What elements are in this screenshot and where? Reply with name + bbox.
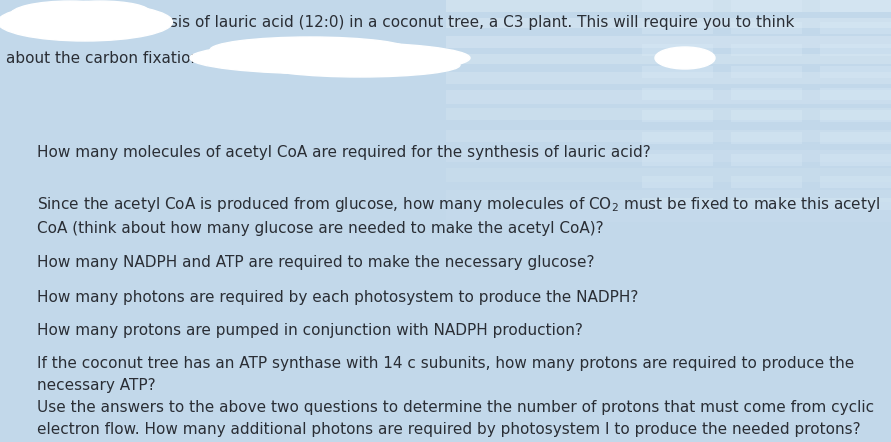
Ellipse shape: [655, 47, 715, 69]
FancyBboxPatch shape: [446, 130, 891, 142]
FancyBboxPatch shape: [731, 198, 802, 210]
FancyBboxPatch shape: [820, 198, 891, 210]
FancyBboxPatch shape: [642, 88, 713, 100]
FancyBboxPatch shape: [731, 88, 802, 100]
FancyBboxPatch shape: [820, 22, 891, 34]
FancyBboxPatch shape: [446, 18, 891, 28]
FancyBboxPatch shape: [446, 150, 891, 162]
FancyBboxPatch shape: [820, 0, 891, 12]
FancyBboxPatch shape: [820, 66, 891, 78]
FancyBboxPatch shape: [446, 108, 891, 120]
FancyBboxPatch shape: [820, 88, 891, 100]
Text: How many NADPH and ATP are required to make the necessary glucose?: How many NADPH and ATP are required to m…: [37, 255, 595, 270]
FancyBboxPatch shape: [820, 44, 891, 56]
Text: about the carbon fixation pathway and fatty acid synthesis.: about the carbon fixation pathway and fa…: [6, 50, 463, 65]
FancyBboxPatch shape: [642, 66, 713, 78]
Ellipse shape: [0, 3, 173, 41]
FancyBboxPatch shape: [731, 132, 802, 144]
Text: How many molecules of acetyl CoA are required for the synthesis of lauric acid?: How many molecules of acetyl CoA are req…: [37, 145, 651, 160]
Ellipse shape: [190, 42, 470, 74]
FancyBboxPatch shape: [731, 176, 802, 188]
Ellipse shape: [50, 1, 150, 23]
FancyBboxPatch shape: [446, 90, 891, 104]
Text: How many protons are pumped in conjunction with NADPH production?: How many protons are pumped in conjuncti…: [37, 323, 584, 338]
FancyBboxPatch shape: [820, 176, 891, 188]
FancyBboxPatch shape: [642, 154, 713, 166]
FancyBboxPatch shape: [642, 0, 713, 12]
FancyBboxPatch shape: [642, 22, 713, 34]
Ellipse shape: [10, 1, 130, 29]
FancyBboxPatch shape: [642, 110, 713, 122]
FancyBboxPatch shape: [446, 36, 891, 48]
FancyBboxPatch shape: [446, 72, 891, 84]
Ellipse shape: [260, 53, 460, 77]
FancyBboxPatch shape: [820, 110, 891, 122]
FancyBboxPatch shape: [731, 22, 802, 34]
FancyBboxPatch shape: [731, 0, 802, 12]
FancyBboxPatch shape: [731, 154, 802, 166]
FancyBboxPatch shape: [446, 54, 891, 64]
FancyBboxPatch shape: [642, 198, 713, 210]
FancyBboxPatch shape: [446, 190, 891, 202]
FancyBboxPatch shape: [731, 44, 802, 56]
FancyBboxPatch shape: [642, 132, 713, 144]
Text: , Consider the synthesis of lauric acid (12:0) in a coconut tree, a C3 plant. Th: , Consider the synthesis of lauric acid …: [6, 15, 795, 30]
FancyBboxPatch shape: [446, 0, 891, 12]
FancyBboxPatch shape: [820, 132, 891, 144]
FancyBboxPatch shape: [642, 176, 713, 188]
FancyBboxPatch shape: [446, 168, 891, 182]
Text: Since the acetyl CoA is produced from glucose, how many molecules of CO$_2$ must: Since the acetyl CoA is produced from gl…: [37, 195, 880, 236]
FancyBboxPatch shape: [731, 110, 802, 122]
FancyBboxPatch shape: [446, 210, 891, 222]
Text: How many photons are required by each photosystem to produce the NADPH?: How many photons are required by each ph…: [37, 290, 639, 305]
Ellipse shape: [210, 37, 410, 63]
FancyBboxPatch shape: [642, 44, 713, 56]
Text: If the coconut tree has an ATP synthase with 14 c subunits, how many protons are: If the coconut tree has an ATP synthase …: [37, 356, 854, 392]
FancyBboxPatch shape: [731, 66, 802, 78]
Text: Use the answers to the above two questions to determine the number of protons th: Use the answers to the above two questio…: [37, 400, 875, 437]
FancyBboxPatch shape: [820, 154, 891, 166]
